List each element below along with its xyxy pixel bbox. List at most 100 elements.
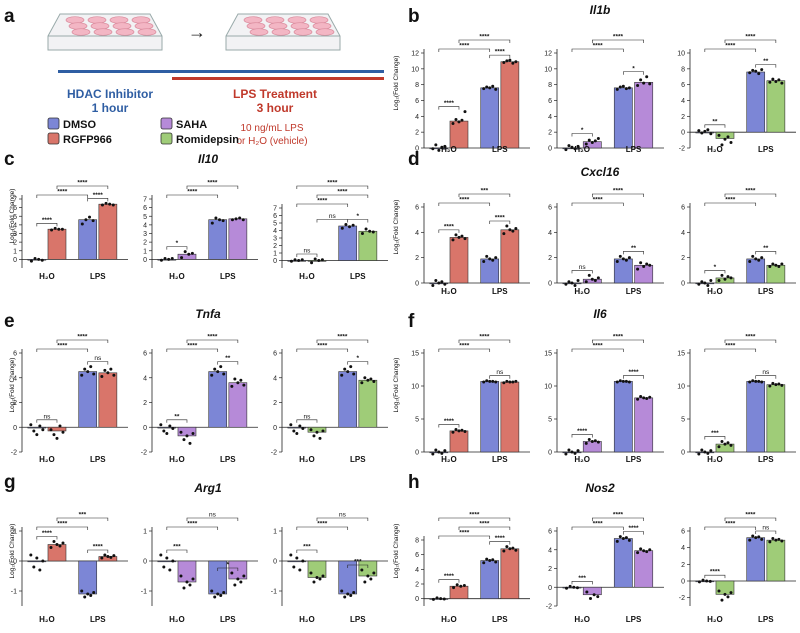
- y-tick-label: 5: [548, 417, 552, 424]
- y-axis-label: Log₂(Fold Change): [393, 56, 400, 111]
- well-icon: [87, 16, 107, 24]
- bar-h2o-rgfp966: [449, 585, 469, 599]
- hdac-time: 1 hour: [92, 101, 129, 115]
- data-point: [564, 148, 568, 152]
- data-point: [729, 591, 733, 595]
- significance-bracket: [438, 229, 460, 233]
- y-tick-label: 0: [143, 257, 147, 264]
- data-point: [648, 395, 652, 399]
- data-point: [627, 380, 631, 384]
- well-icon: [109, 16, 129, 24]
- significance-label: ****: [93, 544, 104, 551]
- significance-bracket: [592, 339, 644, 343]
- data-point: [774, 263, 778, 267]
- data-point: [159, 258, 163, 262]
- data-point: [596, 595, 600, 599]
- significance-label: **: [225, 355, 231, 362]
- data-point: [210, 589, 214, 593]
- data-point: [80, 222, 84, 226]
- data-point: [777, 265, 781, 269]
- data-point: [757, 535, 761, 539]
- data-point: [371, 230, 375, 234]
- data-point: [238, 216, 242, 220]
- data-point: [344, 223, 348, 226]
- data-point: [514, 227, 518, 231]
- data-point: [360, 568, 364, 572]
- data-point: [187, 252, 191, 256]
- significance-bracket: [438, 424, 460, 428]
- well-icon: [90, 22, 110, 30]
- subplot-rgfp966: 0 12 3 45 67 H₂O LPS **** **** **** ****: [13, 180, 128, 281]
- significance-bracket: [489, 541, 511, 545]
- data-point: [437, 148, 441, 152]
- significance-label: ****: [479, 334, 490, 341]
- significance-bracket: [458, 526, 511, 530]
- data-point: [165, 556, 169, 560]
- significance-bracket: [217, 361, 239, 365]
- data-point: [645, 550, 649, 554]
- significance-bracket: [296, 419, 318, 423]
- data-point: [435, 596, 439, 600]
- data-point: [443, 144, 447, 148]
- y-tick-label: 4: [143, 375, 147, 382]
- data-point: [572, 585, 576, 589]
- y-tick-label: 0: [548, 146, 552, 153]
- data-point: [703, 129, 707, 133]
- data-point: [165, 431, 169, 435]
- data-point: [104, 201, 108, 205]
- data-point: [459, 584, 463, 588]
- data-point: [514, 379, 518, 383]
- bar-h2o-dmso: [287, 260, 307, 262]
- data-point: [55, 436, 59, 440]
- y-tick-label: 4: [13, 375, 17, 382]
- y-tick-label: 0: [13, 559, 17, 566]
- data-point: [434, 278, 438, 282]
- panel-letter-b: b: [408, 6, 420, 27]
- data-point: [701, 578, 705, 582]
- significance-label: ****: [317, 521, 328, 528]
- significance-bracket: [592, 39, 644, 43]
- data-point: [100, 375, 104, 379]
- significance-label: ****: [613, 512, 624, 519]
- y-axis-label: Log₂(Fold Change): [393, 200, 400, 255]
- well-icon: [134, 22, 154, 30]
- y-tick-label: 2: [143, 400, 147, 407]
- significance-bracket: [217, 567, 239, 571]
- significance-label: *: [581, 127, 584, 134]
- data-point: [645, 75, 649, 79]
- significance-bracket: [296, 253, 318, 257]
- data-point: [768, 80, 772, 84]
- significance-label: **: [763, 245, 769, 252]
- x-label-h2o: H₂O: [39, 615, 55, 624]
- data-point: [570, 145, 574, 149]
- bar-lps-romidepsin: [766, 80, 786, 133]
- data-point: [437, 281, 441, 285]
- data-point: [368, 229, 372, 233]
- data-point: [163, 257, 167, 261]
- x-label-lps: LPS: [220, 272, 236, 281]
- data-point: [293, 258, 297, 262]
- data-point: [312, 580, 316, 584]
- data-point: [52, 433, 56, 437]
- significance-label: ***: [481, 188, 489, 195]
- significance-bracket: [755, 375, 777, 379]
- significance-bracket: [438, 48, 491, 52]
- significance-bracket: [186, 339, 239, 343]
- data-point: [182, 438, 186, 442]
- panel-letter-a: a: [4, 6, 15, 27]
- data-point: [726, 441, 730, 445]
- data-point: [570, 281, 574, 285]
- data-point: [757, 72, 761, 76]
- hdac-timeline-bar: [58, 70, 384, 73]
- significance-label: ****: [495, 535, 506, 542]
- data-point: [491, 84, 495, 88]
- data-point: [372, 571, 376, 575]
- data-point: [58, 424, 62, 428]
- y-tick-label: 0: [13, 257, 17, 264]
- data-point: [780, 81, 784, 85]
- y-tick-label: 6: [681, 529, 685, 536]
- significance-bracket: [166, 526, 219, 530]
- x-label-lps: LPS: [758, 287, 774, 296]
- bar-h2o-saha: [582, 586, 602, 596]
